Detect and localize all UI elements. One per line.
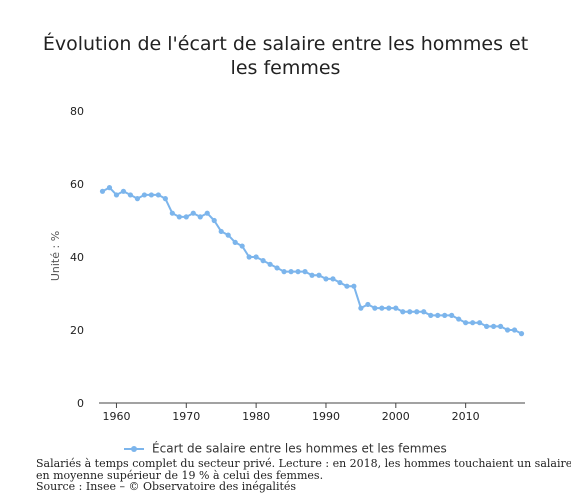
data-point[interactable] (365, 301, 371, 308)
data-point[interactable] (337, 279, 343, 286)
data-point[interactable] (449, 312, 455, 318)
data-point[interactable] (407, 309, 413, 315)
data-point[interactable] (106, 185, 113, 191)
x-tick-label: 2000 (382, 410, 410, 423)
data-point[interactable] (358, 305, 364, 311)
data-point[interactable] (295, 269, 301, 275)
x-tick-label: 1970 (172, 410, 200, 423)
data-point[interactable] (316, 272, 322, 278)
data-point[interactable] (470, 320, 476, 326)
data-point[interactable] (148, 192, 154, 198)
data-point[interactable] (211, 217, 217, 224)
data-point[interactable] (239, 243, 245, 249)
data-point[interactable] (260, 258, 266, 264)
data-point[interactable] (490, 323, 497, 329)
data-point[interactable] (463, 320, 469, 326)
data-point[interactable] (225, 232, 231, 238)
legend-line-marker-icon (124, 445, 145, 452)
y-tick-label: 80 (70, 105, 84, 118)
notes-line: Salariés à temps complet du secteur priv… (36, 457, 571, 470)
legend-label: Écart de salaire entre les hommes et les… (152, 441, 447, 456)
data-point[interactable] (400, 309, 406, 315)
data-point[interactable] (120, 188, 127, 194)
chart-title: Évolution de l'écart de salaire entre le… (0, 32, 571, 80)
source-line: Source : Insee – © Observatoire des inég… (36, 480, 297, 493)
y-tick-label: 0 (77, 397, 84, 410)
data-point[interactable] (274, 265, 280, 271)
data-point[interactable] (421, 309, 427, 315)
series-line (102, 186, 522, 335)
x-tick-label: 1990 (312, 410, 340, 423)
data-point[interactable] (162, 196, 168, 202)
data-point[interactable] (183, 214, 189, 220)
y-axis-ticks: 0 20 40 60 80 (70, 105, 84, 410)
y-tick-label: 20 (70, 324, 84, 337)
data-point[interactable] (497, 323, 504, 329)
chart-title-line: les femmes (230, 57, 341, 79)
data-point[interactable] (155, 192, 161, 198)
data-point[interactable] (428, 312, 434, 318)
data-point[interactable] (253, 254, 259, 260)
notes-line: en moyenne supérieur de 19 % à celui des… (36, 468, 324, 482)
y-axis-label: Unité : % (49, 231, 62, 281)
data-point[interactable] (134, 196, 141, 202)
data-point[interactable] (511, 327, 518, 333)
data-point[interactable] (379, 305, 385, 311)
data-point[interactable] (435, 312, 441, 318)
data-point[interactable] (456, 316, 462, 322)
line-chart: 0 20 40 60 80 1960 1970 1980 1990 2000 2010 Unité… (49, 105, 525, 423)
data-point[interactable] (99, 188, 106, 194)
data-point[interactable] (351, 283, 357, 289)
data-point[interactable] (442, 312, 448, 318)
data-point[interactable] (141, 192, 147, 198)
data-point[interactable] (504, 327, 511, 333)
data-point[interactable] (518, 331, 525, 337)
data-point[interactable] (344, 283, 350, 289)
x-tick-label: 1980 (242, 410, 270, 423)
data-point[interactable] (204, 210, 210, 216)
data-point[interactable] (477, 320, 483, 326)
data-point[interactable] (288, 269, 294, 275)
data-point[interactable] (330, 276, 336, 282)
data-point[interactable] (190, 210, 196, 216)
data-point[interactable] (414, 309, 420, 315)
data-point[interactable] (232, 239, 238, 245)
data-point[interactable] (281, 269, 287, 275)
data-point[interactable] (386, 305, 392, 311)
data-point[interactable] (483, 323, 490, 329)
y-tick-label: 40 (70, 251, 84, 264)
data-point[interactable] (218, 228, 224, 235)
data-point[interactable] (113, 192, 120, 198)
data-point[interactable] (372, 305, 378, 311)
data-point[interactable] (246, 254, 252, 260)
data-point[interactable] (393, 305, 399, 311)
legend[interactable]: Écart de salaire entre les hommes et les… (0, 441, 571, 456)
data-point[interactable] (169, 210, 175, 216)
y-tick-label: 60 (70, 178, 84, 191)
x-tick-label: 1960 (102, 410, 130, 423)
x-axis-ticks: 1960 1970 1980 1990 2000 2010 (102, 403, 480, 423)
data-point[interactable] (267, 261, 273, 267)
data-point[interactable] (197, 214, 203, 220)
data-point[interactable] (323, 276, 329, 282)
data-point[interactable] (309, 272, 315, 278)
chart-title-line: Évolution de l'écart de salaire entre le… (42, 33, 529, 55)
data-point[interactable] (302, 269, 308, 275)
chart-notes: Salariés à temps complet du secteur priv… (36, 457, 571, 493)
data-point[interactable] (176, 214, 182, 220)
x-tick-label: 2010 (452, 410, 480, 423)
data-point[interactable] (127, 192, 134, 198)
series-layer (99, 185, 525, 337)
